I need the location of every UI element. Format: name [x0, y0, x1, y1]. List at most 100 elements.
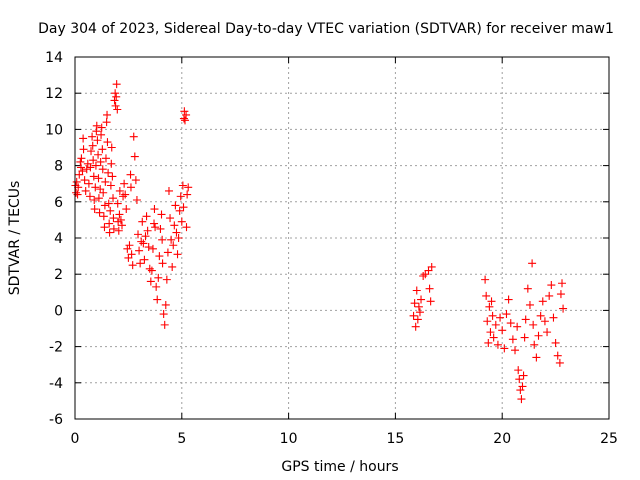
data-point [545, 291, 554, 300]
data-point [105, 219, 114, 228]
data-point [138, 217, 147, 226]
data-point [484, 338, 493, 347]
data-point [122, 205, 131, 214]
data-point [493, 340, 502, 349]
data-point [147, 266, 156, 275]
data-point [491, 320, 500, 329]
data-point [91, 161, 100, 170]
data-point [99, 212, 108, 221]
data-point [519, 371, 528, 380]
axis-ticks: 0 5 10 15 20 25 -6 -4 -2 0 2 4 6 8 10 12 14 [45, 50, 618, 447]
data-point [103, 110, 112, 119]
data-point [136, 259, 145, 268]
data-point [534, 331, 543, 340]
data-point [417, 295, 426, 304]
data-point [532, 353, 541, 362]
data-point [112, 80, 121, 89]
data-point [174, 234, 183, 242]
data-point [169, 241, 178, 250]
data-point [482, 291, 491, 300]
data-point [160, 320, 169, 329]
data-point [142, 212, 151, 221]
data-point [517, 395, 526, 404]
data-point [175, 206, 184, 215]
data-point [555, 358, 564, 367]
data-point [154, 273, 163, 282]
y-tick-label: 10 [45, 122, 63, 138]
x-axis-label: GPS time / hours [281, 459, 398, 475]
data-point [96, 157, 105, 166]
data-point [152, 282, 161, 291]
data-point [135, 246, 144, 255]
data-point [558, 279, 567, 288]
data-point [158, 259, 167, 268]
data-point [163, 248, 172, 257]
data-point [543, 328, 552, 337]
data-point [88, 141, 97, 150]
data-point [521, 315, 530, 324]
data-point [134, 230, 143, 239]
y-tick-label: 14 [45, 50, 63, 66]
data-point [170, 221, 179, 230]
x-tick-label: 0 [71, 431, 80, 447]
data-point [500, 344, 509, 353]
data-point [415, 308, 424, 317]
data-point [102, 118, 111, 127]
data-point [121, 190, 130, 199]
data-point [184, 183, 193, 192]
data-point [104, 168, 113, 177]
data-point [111, 89, 120, 98]
data-point [167, 235, 176, 244]
data-point [529, 320, 538, 329]
data-point [93, 136, 102, 145]
data-point [94, 174, 103, 183]
data-point [89, 172, 98, 181]
data-point [176, 192, 185, 201]
data-point [109, 224, 118, 233]
data-point [109, 194, 118, 203]
data-point [164, 186, 173, 195]
data-point [106, 181, 115, 190]
data-point [506, 319, 515, 328]
data-point [511, 346, 520, 355]
data-point [514, 366, 523, 375]
data-point [117, 221, 126, 230]
data-point [168, 262, 177, 271]
data-point [79, 134, 88, 143]
data-point [126, 170, 135, 179]
data-point [129, 132, 138, 141]
data-point [411, 322, 420, 331]
data-point [84, 179, 93, 188]
data-point [126, 183, 135, 192]
data-point [419, 272, 428, 281]
data-point [114, 226, 123, 235]
data-point [128, 261, 137, 270]
data-point [523, 284, 532, 293]
data-point [538, 297, 547, 306]
data-point [155, 252, 164, 261]
data-point [132, 195, 141, 204]
y-tick-label: 0 [54, 303, 63, 319]
data-point [98, 145, 107, 154]
x-tick-label: 5 [177, 431, 186, 447]
data-point [81, 186, 90, 195]
data-point [549, 313, 558, 322]
data-point [105, 228, 114, 237]
data-point [113, 105, 122, 114]
y-tick-label: 2 [54, 267, 63, 283]
data-point [515, 375, 524, 384]
data-point [89, 156, 98, 165]
x-tick-label: 15 [386, 431, 404, 447]
data-point [488, 311, 497, 320]
data-point [78, 167, 87, 176]
y-tick-label: -4 [49, 376, 63, 392]
data-point [171, 201, 180, 210]
data-point [177, 217, 186, 226]
data-point [137, 237, 146, 246]
data-point [156, 224, 165, 233]
data-point [536, 311, 545, 320]
data-point [123, 244, 132, 253]
data-point [90, 195, 99, 204]
data-point [88, 132, 97, 141]
data-point [182, 223, 191, 232]
